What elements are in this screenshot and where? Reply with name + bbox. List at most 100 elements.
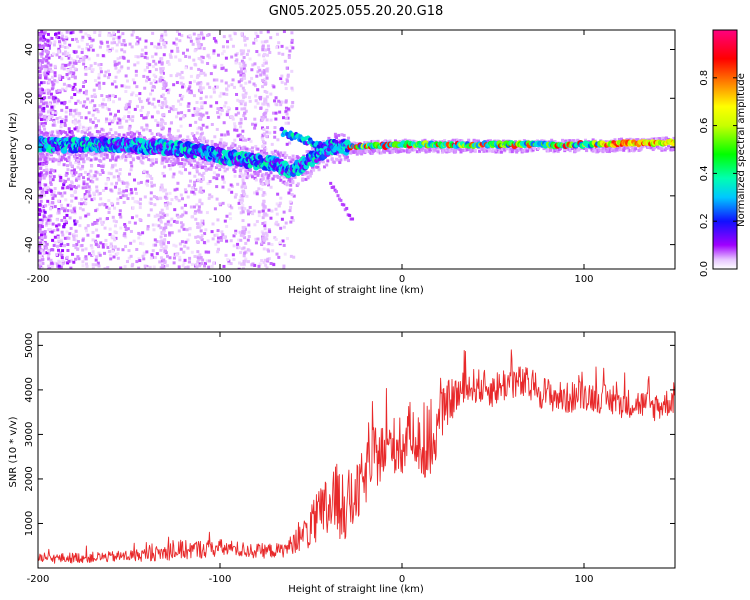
heatmap-cell — [62, 225, 66, 229]
heatmap-cell — [196, 42, 200, 46]
heatmap-cell — [42, 109, 46, 113]
heatmap-cell — [204, 95, 208, 99]
heatmap-cell — [59, 192, 63, 196]
heatmap-cell — [145, 154, 149, 158]
heatmap-cell — [177, 229, 181, 233]
heatmap-cell — [91, 238, 95, 242]
heatmap-cell — [59, 175, 63, 179]
heatmap-cell — [263, 89, 267, 93]
heatmap-cell — [242, 114, 246, 118]
heatmap-cell — [248, 95, 252, 99]
heatmap-cell — [195, 168, 199, 172]
heatmap-cell — [53, 40, 57, 44]
heatmap-cell — [201, 175, 205, 179]
heatmap-cell — [89, 152, 93, 156]
heatmap-cell — [41, 162, 45, 166]
heatmap-cell — [146, 62, 150, 66]
heatmap-cell — [118, 118, 122, 122]
heatmap-cell — [55, 53, 59, 57]
heatmap-cell — [162, 231, 166, 235]
heatmap-cell — [64, 53, 68, 57]
heatmap-cell — [388, 151, 392, 155]
heatmap-cell — [250, 175, 254, 179]
heatmap-cell — [232, 234, 236, 238]
heatmap-cell — [290, 38, 294, 42]
heatmap-cell — [219, 107, 223, 111]
heatmap-cell — [42, 252, 46, 256]
heatmap-cell — [262, 132, 266, 136]
heatmap-cell — [211, 237, 215, 241]
heatmap-cell — [398, 139, 402, 143]
heatmap-cell — [192, 58, 196, 62]
heatmap-cell — [110, 47, 114, 51]
heatmap-cell — [623, 146, 627, 150]
heatmap-cell — [48, 266, 52, 269]
heatmap-cell — [58, 55, 62, 59]
heatmap-cell — [120, 147, 124, 152]
heatmap-cell — [187, 138, 191, 142]
heatmap-cell — [107, 98, 111, 102]
heatmap-cell — [307, 150, 311, 154]
heatmap-cell — [282, 267, 286, 269]
heatmap-cell — [49, 214, 53, 218]
heatmap-cell — [219, 112, 223, 116]
heatmap-cell — [65, 75, 69, 79]
heatmap-cell — [471, 148, 475, 152]
heatmap-cell — [181, 213, 185, 217]
heatmap-cell — [89, 64, 93, 68]
heatmap-cell — [53, 96, 57, 100]
heatmap-cell — [240, 201, 244, 205]
heatmap-cell — [263, 146, 267, 150]
heatmap-cell — [127, 110, 131, 114]
heatmap-cell — [108, 233, 112, 237]
heatmap-cell — [253, 223, 257, 227]
heatmap-cell — [238, 198, 242, 202]
heatmap-cell — [265, 130, 269, 134]
heatmap-cell — [226, 132, 230, 136]
heatmap-cell — [181, 115, 185, 119]
heatmap-cell — [42, 123, 46, 127]
heatmap-cell — [287, 56, 291, 60]
heatmap-cell — [168, 167, 172, 171]
heatmap-cell — [68, 61, 72, 65]
heatmap-cell — [337, 133, 341, 137]
heatmap-cell — [201, 123, 205, 127]
heatmap-cell — [49, 92, 53, 96]
heatmap-cell — [650, 146, 654, 150]
heatmap-cell — [44, 164, 48, 168]
heatmap-cell — [250, 252, 254, 256]
heatmap-cell — [160, 231, 164, 235]
heatmap-cell — [291, 218, 295, 222]
heatmap-cell — [159, 76, 163, 80]
heatmap-cell — [293, 175, 297, 179]
heatmap-cell — [360, 150, 364, 154]
heatmap-cell — [193, 183, 197, 187]
heatmap-cell — [550, 138, 554, 142]
heatmap-cell — [44, 246, 48, 250]
heatmap-cell — [102, 157, 106, 161]
heatmap-cell — [240, 185, 244, 189]
heatmap-cell — [226, 40, 230, 44]
heatmap-cell — [191, 42, 195, 46]
heatmap-cell — [87, 185, 91, 189]
heatmap-cell — [225, 92, 229, 96]
heatmap-cell — [192, 94, 196, 98]
heatmap-cell — [53, 240, 57, 244]
heatmap-cell — [84, 201, 88, 205]
heatmap-cell — [84, 116, 88, 120]
heatmap-cell — [39, 233, 43, 237]
heatmap-cell — [257, 210, 261, 214]
heatmap-cell — [454, 150, 458, 154]
heatmap-cell — [67, 127, 71, 131]
heatmap-cell — [400, 148, 404, 152]
heatmap-cell — [166, 220, 170, 224]
heatmap-cell — [98, 45, 102, 49]
heatmap-cell — [121, 55, 125, 59]
heatmap-cell — [159, 226, 163, 230]
heatmap-cell — [42, 242, 46, 246]
heatmap-cell — [175, 30, 179, 34]
heatmap-cell — [273, 126, 277, 130]
heatmap-cell — [172, 243, 176, 247]
heatmap-cell — [183, 258, 187, 262]
heatmap-cell — [505, 147, 509, 151]
